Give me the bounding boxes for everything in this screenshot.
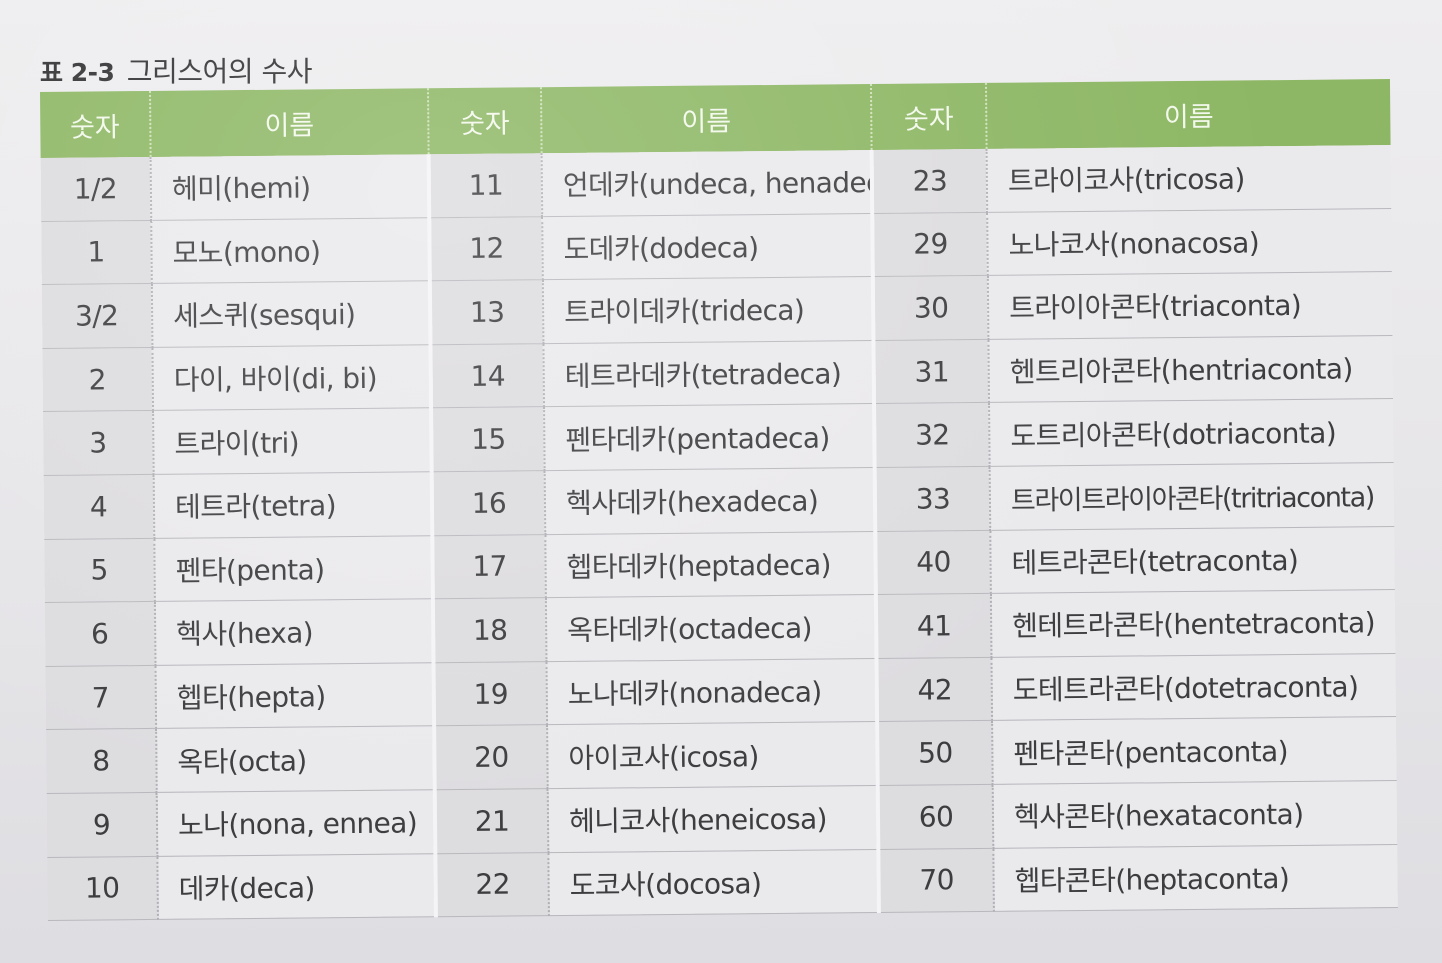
number-cell: 3/2 (41, 283, 153, 349)
name-cell: 아이코사(icosa) (547, 721, 878, 789)
number-cell: 5 (44, 537, 155, 603)
number-cell: 60 (877, 784, 994, 850)
name-cell: 헨트리아콘타(hentriaconta) (988, 335, 1394, 403)
name-cell: 헵타(hepta) (155, 662, 435, 729)
greek-numeral-table-wrapper: 숫자 이름 숫자 이름 숫자 이름 1/2 헤미(hemi) 11 언데카(undec… (40, 79, 1398, 921)
name-cell: 옥타(octa) (156, 726, 435, 793)
number-cell: 33 (874, 466, 991, 532)
number-cell: 1 (41, 220, 152, 285)
name-cell: 테트라(tetra) (153, 471, 433, 538)
number-cell: 12 (429, 216, 543, 281)
name-cell: 펜타콘타(pentaconta) (992, 716, 1397, 785)
table-title: 그리스어의 수사 (126, 55, 313, 88)
number-cell: 32 (874, 402, 990, 468)
name-cell: 옥타데카(octadeca) (545, 594, 877, 662)
name-cell: 도데카(dodeca) (542, 213, 873, 280)
number-cell: 7 (45, 665, 157, 730)
number-cell: 1/2 (40, 156, 152, 222)
name-cell: 데카(deca) (157, 853, 436, 920)
name-cell: 모노(mono) (151, 217, 430, 284)
name-cell: 노나코사(nonacosa) (987, 208, 1392, 276)
name-cell: 트라이(tri) (153, 408, 432, 475)
name-cell: 세스퀴(sesqui) (151, 280, 431, 348)
number-cell: 21 (434, 788, 549, 854)
name-cell: 노나데카(nonadeca) (546, 658, 878, 726)
number-cell: 6 (44, 601, 156, 667)
number-cell: 3 (43, 410, 154, 476)
number-cell: 14 (430, 343, 545, 409)
number-cell: 4 (43, 474, 155, 540)
header-number-1: 숫자 (40, 90, 151, 158)
name-cell: 노나(nona, ennea) (156, 789, 436, 856)
number-cell: 22 (435, 852, 549, 917)
name-cell: 펜타데카(pentadeca) (544, 403, 875, 471)
number-cell: 20 (434, 725, 548, 790)
table-number: 표 2-3 (40, 58, 115, 87)
header-number-3: 숫자 (870, 82, 987, 151)
name-cell: 헵타콘타(heptaconta) (993, 844, 1398, 912)
name-cell: 트라이데카(trideca) (542, 276, 874, 344)
number-cell: 30 (872, 275, 989, 341)
number-cell: 13 (429, 279, 544, 345)
number-cell: 11 (428, 153, 543, 218)
name-cell: 트라이트라이아콘타(tritriaconta) (989, 462, 1395, 530)
name-cell: 언데카(undeca, henadeca) (541, 150, 873, 217)
name-cell: 헤니코사(heneicosa) (547, 785, 879, 853)
number-cell: 29 (872, 212, 988, 277)
name-cell: 헤미(hemi) (150, 154, 430, 221)
number-cell: 8 (46, 728, 157, 794)
name-cell: 도코사(docosa) (548, 849, 879, 916)
number-cell: 15 (431, 407, 545, 472)
number-cell: 9 (46, 792, 158, 857)
number-cell: 17 (432, 534, 546, 599)
name-cell: 헨테트라콘타(hentetraconta) (990, 589, 1396, 658)
header-name-1: 이름 (149, 88, 429, 157)
number-cell: 23 (871, 148, 988, 214)
table-caption: 표 2-3 그리스어의 수사 (40, 50, 313, 90)
number-cell: 16 (431, 470, 546, 536)
number-cell: 41 (875, 593, 992, 659)
number-cell: 18 (432, 597, 547, 663)
name-cell: 테트라콘타(tetraconta) (990, 526, 1395, 594)
name-cell: 테트라데카(tetradeca) (543, 340, 875, 408)
name-cell: 다이, 바이(di, bi) (152, 344, 432, 411)
number-cell: 19 (433, 661, 548, 727)
number-cell: 50 (877, 720, 993, 786)
name-cell: 트라이아콘타(triaconta) (987, 271, 1393, 340)
number-cell: 2 (42, 347, 154, 412)
table-row: 10 데카(deca) 22 도코사(docosa) 70 헵타콘타(heptaconta… (47, 844, 1398, 921)
name-cell: 도테트라콘타(dotetraconta) (991, 653, 1397, 721)
name-cell: 도트리아콘타(dotriaconta) (989, 398, 1394, 467)
name-cell: 헥사데카(hexadeca) (544, 467, 876, 535)
name-cell: 헵타데카(heptadeca) (545, 531, 876, 598)
name-cell: 펜타(penta) (154, 535, 433, 602)
number-cell: 31 (873, 339, 990, 404)
name-cell: 헥사콘타(hexataconta) (992, 780, 1398, 848)
number-cell: 10 (47, 855, 158, 921)
header-number-2: 숫자 (427, 87, 542, 155)
header-name-3: 이름 (985, 79, 1391, 149)
name-cell: 트라이코사(tricosa) (986, 145, 1392, 213)
name-cell: 헥사(hexa) (154, 598, 434, 666)
header-name-2: 이름 (540, 84, 872, 154)
greek-numeral-table: 숫자 이름 숫자 이름 숫자 이름 1/2 헤미(hemi) 11 언데카(undec… (40, 79, 1398, 921)
number-cell: 42 (876, 657, 993, 722)
table-body: 1/2 헤미(hemi) 11 언데카(undeca, henadeca) 23 트라이코… (40, 145, 1398, 921)
number-cell: 70 (878, 847, 994, 913)
number-cell: 40 (875, 529, 991, 595)
